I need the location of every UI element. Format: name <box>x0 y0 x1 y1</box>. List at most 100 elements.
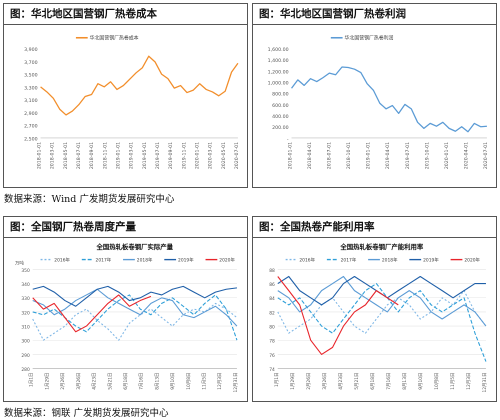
y-tick-label: 200.00 <box>272 125 288 131</box>
x-tick-label: 2018-10-01 <box>346 142 352 169</box>
panel-title: 图：全国钢厂热卷周度产量 <box>10 221 136 233</box>
x-tick-label: 2020-07-01 <box>483 142 489 169</box>
x-tick-label: 10月8日 <box>434 373 440 390</box>
x-tick-label: 2020-04-01 <box>463 142 469 169</box>
x-tick-label: 2018-01-01 <box>37 142 43 169</box>
y-tick-label: 600.00 <box>272 103 288 109</box>
x-tick-label: 2018-04-01 <box>307 142 313 169</box>
profit-chart: - 200.00 400.00 600.00 800.00 1,000.00 1,200.0… <box>268 35 489 169</box>
legend-label: 2020年 <box>464 257 480 264</box>
x-tick-label: 2月26日 <box>306 373 312 390</box>
x-tick-label: 7月16日 <box>386 373 392 390</box>
y-tick-label: 74 <box>269 367 275 373</box>
y-tick-label: 300 <box>21 339 30 345</box>
x-tick-label: 2019-05-01 <box>142 142 148 169</box>
x-tick-label: 3月26日 <box>76 373 82 390</box>
x-tick-label: 4月23日 <box>338 373 344 390</box>
y-tick-label: 86 <box>269 282 275 288</box>
x-tick-label: 6月18日 <box>370 373 376 390</box>
x-tick-label: 7月16日 <box>139 373 145 390</box>
x-tick-label: 4月23日 <box>92 373 98 390</box>
x-tick-label: 2月26日 <box>60 373 66 390</box>
y-tick-label: 290 <box>21 353 30 359</box>
series-line <box>32 285 238 307</box>
panel-title: 图：华北地区国营钢厂热卷利润 <box>259 8 406 20</box>
legend-label: 2018年 <box>137 257 153 264</box>
series-line <box>277 275 487 327</box>
legend-label: 2020年 <box>219 257 235 264</box>
x-tick-label: 2020-05-01 <box>221 142 227 169</box>
source-note: 数据来源：Wind 广发期货发展研究中心 <box>4 194 175 205</box>
series-line <box>32 294 238 341</box>
y-tick-label: 350 <box>21 268 30 274</box>
series-line <box>32 288 238 327</box>
x-tick-label: 2019-04-01 <box>385 142 391 169</box>
x-tick-label: 1月1日 <box>29 373 35 387</box>
y-tick-label: 800.00 <box>272 92 288 98</box>
y-tick-label: - <box>287 137 289 142</box>
y-tick-label: 3,500 <box>24 73 37 79</box>
chart-title: 全国热轧板卷钢厂实际产量 <box>96 242 174 251</box>
panel-hrc-utilization: 图：全国热卷产能利用率 74 76 78 80 82 84 86 88 1月1日 1月29日 2月2… <box>252 216 497 402</box>
x-tick-label: 2019-09-01 <box>168 142 174 169</box>
chart-title: 全国热轧板卷钢厂产能利用率 <box>339 242 424 251</box>
y-tick-label: 3,700 <box>24 60 37 66</box>
x-tick-label: 8月13日 <box>154 373 160 390</box>
legend-label: 2017年 <box>341 257 357 264</box>
x-tick-label: 1月29日 <box>290 373 296 390</box>
y-tick-label: 340 <box>21 282 30 288</box>
y-tick-label: 1,200.00 <box>268 69 289 75</box>
y-tick-label: 3,100 <box>24 98 37 104</box>
y-tick-label: 3,300 <box>24 85 37 91</box>
x-tick-label: 1月29日 <box>44 373 50 390</box>
panel-title: 图：华北地区国营钢厂热卷成本 <box>10 8 157 20</box>
x-tick-label: 2020-07-01 <box>234 142 240 169</box>
y-tick-label: 330 <box>21 296 30 302</box>
unit-label: 万吨 <box>15 260 24 267</box>
series-line <box>32 294 152 333</box>
y-tick-label: 2,700 <box>24 124 37 130</box>
x-tick-label: 2018-07-01 <box>327 142 333 169</box>
y-tick-label: 88 <box>269 268 275 274</box>
y-tick-label: 2,900 <box>24 111 37 117</box>
y-tick-label: 3,900 <box>24 47 37 53</box>
x-tick-label: 12月31日 <box>482 373 488 393</box>
y-tick-label: 82 <box>269 310 275 316</box>
y-tick-label: 80 <box>269 325 275 331</box>
legend-label: 2016年 <box>299 257 315 264</box>
x-tick-label: 2018-09-01 <box>89 142 95 169</box>
y-tick-label: 280 <box>21 367 30 373</box>
y-tick-label: 76 <box>269 353 275 359</box>
panel-title: 图：全国热卷产能利用率 <box>259 221 375 233</box>
x-tick-label: 2019-01-01 <box>366 142 372 169</box>
x-tick-label: 2019-01-01 <box>116 142 122 169</box>
legend-label: 2016年 <box>54 257 70 264</box>
series-line <box>40 55 239 116</box>
x-tick-label: 6月18日 <box>123 373 129 390</box>
x-tick-label: 9月10日 <box>418 373 424 390</box>
series-line <box>291 66 487 133</box>
x-tick-label: 2018-07-01 <box>76 142 82 169</box>
x-tick-label: 11月5日 <box>202 373 208 390</box>
x-tick-label: 2020-03-01 <box>208 142 214 169</box>
x-tick-label: 2018-11-01 <box>102 142 108 169</box>
x-tick-label: 2020-01-01 <box>444 142 450 169</box>
utilization-chart: 74 76 78 80 82 84 86 88 1月1日 1月29日 2月26日 3月26日 4月23日… <box>269 242 488 393</box>
x-tick-label: 5月21日 <box>354 373 360 390</box>
x-tick-label: 2018-05-01 <box>63 142 69 169</box>
x-tick-label: 2018-01-01 <box>288 142 294 169</box>
x-tick-label: 2020-01-01 <box>194 142 200 169</box>
x-tick-label: 2018-03-01 <box>50 142 56 169</box>
x-tick-label: 8月13日 <box>402 373 408 390</box>
legend-label: 华北国营钢厂热卷利润 <box>345 35 394 42</box>
series-line <box>277 276 399 355</box>
x-tick-label: 2019-07-01 <box>155 142 161 169</box>
series-line <box>277 290 487 334</box>
series-line <box>277 283 487 362</box>
x-tick-label: 1月1日 <box>274 373 280 387</box>
legend-label: 华北国营钢厂热卷成本 <box>90 35 139 42</box>
legend-label: 2019年 <box>423 257 439 264</box>
x-tick-label: 12月3日 <box>466 373 472 390</box>
x-tick-label: 12月3日 <box>217 373 223 390</box>
